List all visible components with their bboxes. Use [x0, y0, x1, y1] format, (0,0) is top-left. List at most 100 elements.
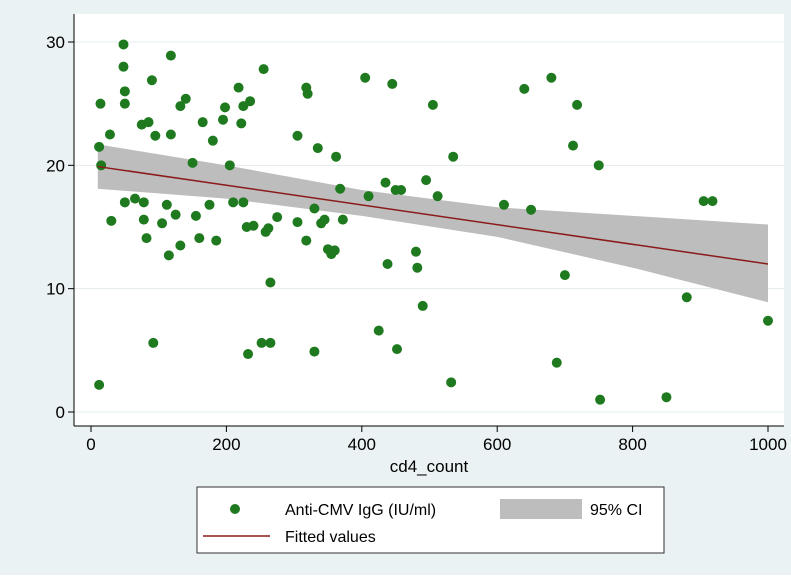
legend-ci-label: 95% CI	[590, 502, 642, 519]
data-point	[204, 199, 215, 210]
data-point	[243, 349, 254, 360]
data-point	[157, 218, 168, 229]
data-point	[265, 277, 276, 288]
data-point	[170, 209, 181, 220]
y-tick-label: 10	[46, 280, 65, 299]
data-point	[392, 344, 403, 355]
data-point	[220, 102, 231, 113]
x-tick-label: 400	[348, 435, 376, 454]
data-point	[218, 114, 229, 125]
data-point	[119, 86, 130, 97]
data-point	[165, 129, 176, 140]
data-point	[238, 197, 249, 208]
data-point	[187, 157, 198, 168]
data-point	[412, 262, 423, 273]
legend-scatter-label: Anti-CMV IgG (IU/ml)	[285, 502, 436, 519]
data-point	[446, 377, 457, 388]
data-point	[559, 270, 570, 281]
data-point	[119, 197, 130, 208]
data-point	[396, 185, 407, 195]
data-point	[245, 96, 256, 107]
legend: Anti-CMV IgG (IU/ml) 95% CI Fitted value…	[196, 486, 665, 554]
data-point	[118, 39, 129, 50]
data-point	[146, 75, 157, 86]
data-point	[197, 117, 208, 128]
data-point	[763, 315, 773, 326]
data-point	[211, 235, 222, 246]
data-point	[194, 233, 205, 244]
data-point	[572, 99, 583, 110]
data-point	[104, 129, 115, 140]
y-tick-label: 20	[46, 156, 65, 175]
data-point	[301, 235, 312, 246]
data-point	[118, 61, 129, 72]
data-point	[681, 292, 692, 303]
data-point	[119, 98, 130, 109]
data-point	[363, 191, 374, 202]
x-tick-label: 600	[483, 435, 511, 454]
data-point	[143, 117, 154, 128]
legend-box	[196, 486, 665, 554]
data-point	[707, 196, 718, 207]
data-point	[94, 379, 105, 390]
x-tick-label: 0	[86, 435, 95, 454]
data-point	[698, 196, 709, 207]
data-point	[256, 337, 267, 348]
data-points	[94, 39, 773, 405]
y-tick-label: 0	[56, 403, 65, 422]
data-point	[387, 78, 398, 89]
data-point	[130, 193, 141, 204]
data-point	[138, 197, 149, 208]
data-point	[546, 72, 557, 83]
legend-ci-swatch	[500, 499, 582, 519]
legend-fit-label: Fitted values	[285, 529, 376, 546]
data-point	[248, 220, 259, 231]
data-point	[138, 214, 149, 225]
data-point	[380, 177, 391, 188]
data-point	[448, 151, 459, 162]
data-point	[265, 337, 276, 348]
data-point	[568, 140, 579, 151]
grid-lines	[74, 41, 784, 413]
data-point	[309, 203, 320, 214]
data-point	[292, 130, 303, 141]
fitted-line	[97, 165, 769, 265]
data-point	[319, 214, 330, 225]
data-point	[190, 210, 201, 221]
data-point	[148, 337, 159, 348]
data-point	[337, 214, 348, 225]
x-tick-label: 1000	[749, 435, 787, 454]
data-point	[150, 130, 161, 141]
x-ticks: 0 200 400 600 800 1000	[86, 426, 787, 454]
data-point	[95, 98, 106, 109]
data-point	[373, 325, 384, 336]
data-point	[207, 135, 218, 146]
data-point	[163, 250, 174, 261]
data-point	[302, 88, 313, 99]
data-point	[161, 199, 172, 210]
data-point	[272, 212, 283, 223]
data-point	[432, 191, 443, 202]
ci-band	[97, 144, 768, 303]
data-point	[224, 160, 235, 171]
data-point	[427, 99, 438, 110]
data-point	[661, 392, 672, 403]
data-point	[331, 151, 342, 162]
data-point	[228, 197, 239, 208]
y-ticks: 0 10 20 30	[46, 33, 74, 422]
legend-scatter-marker	[230, 504, 240, 514]
data-point	[410, 246, 421, 257]
data-point	[498, 199, 509, 210]
x-axis-label: cd4_count	[390, 457, 469, 476]
data-point	[519, 83, 530, 94]
data-point	[382, 259, 393, 269]
y-tick-label: 30	[46, 33, 65, 52]
data-point	[94, 141, 105, 152]
data-point	[175, 101, 186, 112]
data-point	[595, 394, 606, 405]
data-point	[106, 215, 117, 226]
data-point	[233, 82, 244, 93]
data-point	[309, 346, 320, 357]
